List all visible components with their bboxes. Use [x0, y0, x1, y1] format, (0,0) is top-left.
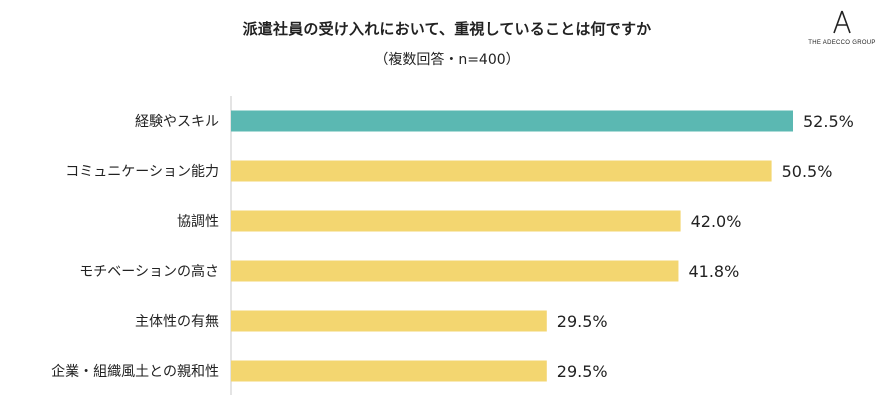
- bar: [231, 110, 793, 132]
- bar: [231, 310, 547, 332]
- category-label: 企業・組織風土との親和性: [51, 363, 219, 380]
- value-label: 41.8%: [688, 262, 739, 281]
- adecco-logo: THE ADECCO GROUP: [800, 10, 884, 55]
- chart-subtitle: （複数回答・n=400）: [374, 52, 520, 68]
- category-label: 経験やスキル: [135, 114, 219, 130]
- chart-title: 派遣社員の受け入れにおいて、重視していることは何ですか: [242, 20, 652, 38]
- value-label: 50.5%: [782, 162, 833, 181]
- value-label: 42.0%: [691, 212, 742, 231]
- category-label: コミュニケーション能力: [65, 164, 219, 180]
- bar: [231, 210, 681, 232]
- value-label: 52.5%: [803, 112, 854, 131]
- value-label: 29.5%: [557, 362, 608, 381]
- category-label: 主体性の有無: [135, 314, 219, 330]
- bars-layer: 経験やスキル 52.5% コミュニケーション能力 50.5% 協調性 42.0% モチベーシ…: [51, 96, 854, 395]
- bar: [231, 160, 772, 182]
- category-label: モチベーションの高さ: [79, 263, 219, 280]
- logo-text: THE ADECCO GROUP: [808, 40, 876, 46]
- adecco-logo-icon: [833, 10, 851, 34]
- bar: [231, 260, 679, 282]
- category-label: 協調性: [177, 214, 219, 230]
- value-label: 29.5%: [557, 312, 608, 331]
- bar: [231, 360, 547, 382]
